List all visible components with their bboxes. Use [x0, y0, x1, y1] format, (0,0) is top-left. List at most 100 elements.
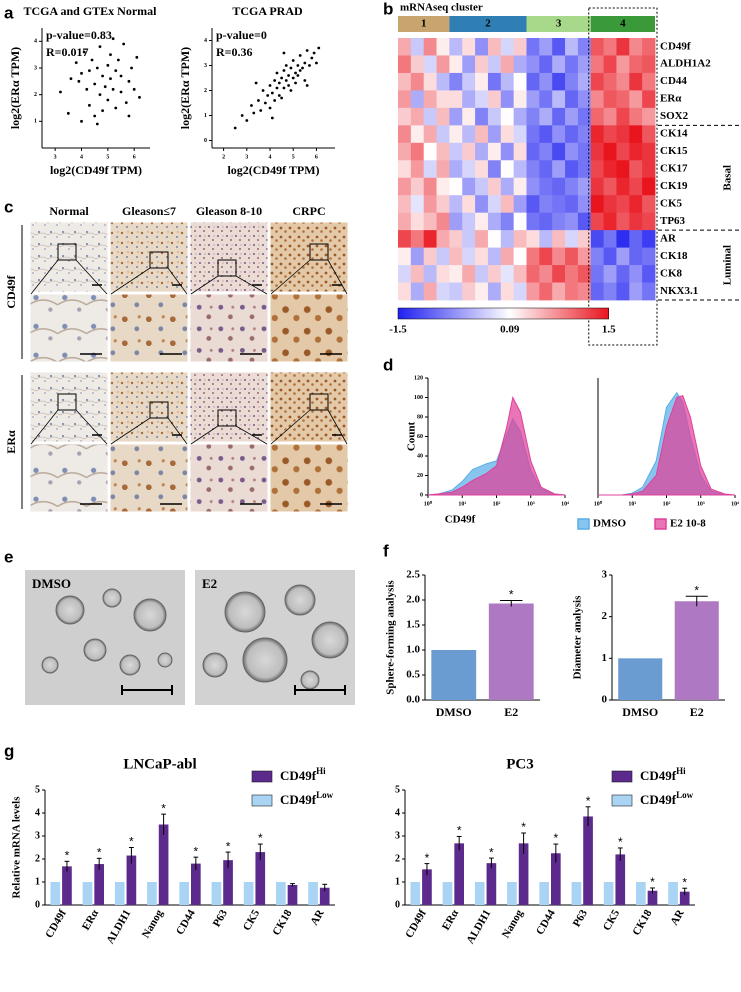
inset-box [309, 393, 329, 411]
heatmap-cell [423, 38, 437, 56]
heatmap-cell [577, 212, 592, 231]
significance: * [226, 839, 231, 853]
x-tick-label: 5 [292, 154, 295, 160]
heatmap-cell [487, 160, 502, 179]
significance: * [161, 801, 166, 815]
legend-superscript: Low [676, 790, 694, 800]
bar [308, 882, 318, 905]
y-axis-label: Diameter analysis [572, 595, 584, 680]
x-tick-label: Nanog [140, 907, 166, 940]
colorbar-tick-label: 0.09 [500, 324, 520, 336]
micrograph [189, 293, 269, 363]
x-tick-label: ALDH1 [464, 908, 493, 946]
bar [319, 887, 330, 905]
heatmap-cell [616, 90, 630, 109]
point [250, 104, 253, 107]
heatmap-cell [487, 38, 502, 56]
heatmap-cell [436, 125, 450, 144]
heatmap-cell [462, 90, 476, 109]
point [301, 66, 304, 70]
heatmap-cell [603, 177, 617, 196]
heatmap-cell [513, 72, 527, 91]
point [111, 37, 115, 41]
heatmap-cell [629, 230, 643, 248]
heatmap-cell [398, 142, 412, 161]
heatmap-cell [565, 195, 579, 214]
bar [647, 890, 658, 905]
inset-line [270, 409, 311, 445]
heatmap-cell [449, 38, 463, 56]
micrograph [109, 293, 189, 363]
heatmap-cell [398, 177, 412, 196]
heatmap-cell [423, 125, 437, 144]
significance: * [553, 831, 558, 845]
panel-label: c [4, 197, 13, 216]
heatmap-cell [500, 265, 515, 283]
heatmap-cell [487, 195, 502, 214]
colorbar-tick-label: 1.5 [602, 324, 616, 336]
x-tick-label: DMSO [622, 705, 658, 719]
heatmap-cell [526, 282, 540, 301]
y-tick-label: 0 [35, 899, 40, 910]
y-tick-label: 0.5 [406, 669, 420, 681]
heatmap-cell [590, 72, 604, 91]
heatmap-cell [513, 38, 527, 56]
heatmap-cell [552, 107, 566, 126]
heatmap-cell [629, 107, 643, 126]
heatmap-cell [410, 160, 425, 179]
row-label: CK17 [660, 163, 688, 175]
y-tick-label: 0 [395, 899, 400, 910]
inset-line [167, 417, 188, 445]
bar [679, 891, 690, 905]
y-tick-label: 120 [414, 375, 423, 381]
heatmap-cell [552, 72, 566, 91]
point [270, 116, 274, 120]
heatmap-cell [590, 177, 604, 196]
inset-box [217, 409, 237, 427]
significance: * [682, 875, 687, 889]
micrograph [29, 371, 109, 443]
heatmap-cell [475, 125, 489, 144]
inset-line [327, 259, 348, 295]
heatmap-cell [590, 160, 604, 179]
bar [442, 882, 453, 905]
heatmap-cell [423, 107, 437, 126]
y-tick-label: 2 [395, 853, 400, 864]
heatmap-cell [526, 230, 540, 248]
heatmap-cell [526, 265, 540, 283]
heatmap-cell [487, 177, 502, 196]
heatmap-cell [500, 55, 515, 74]
x-tick-label: 10² [493, 501, 501, 507]
significance: * [258, 831, 263, 845]
heatmap-cell [616, 212, 630, 231]
heatmap-cell [642, 230, 656, 248]
panel-label: e [4, 547, 13, 566]
heatmap-cell [539, 38, 553, 56]
heatmap-cell [590, 265, 604, 283]
heatmap-cell [642, 55, 656, 74]
x-tick-label: 4 [80, 154, 83, 160]
heatmap-cell [462, 230, 476, 248]
sphere [55, 595, 85, 625]
heatmap-cell [462, 160, 476, 179]
heatmap-cell [590, 38, 604, 56]
heatmap-cell [603, 125, 617, 144]
heatmap-cell [642, 177, 656, 196]
heatmap-cell [603, 72, 617, 91]
bar [255, 852, 266, 905]
heatmap-cell [449, 107, 463, 126]
heatmap-cell [487, 90, 502, 109]
heatmap-cell [410, 107, 425, 126]
legend-superscript: Hi [316, 766, 326, 776]
bar [583, 816, 593, 905]
heatmap-cell [552, 38, 566, 56]
bar [276, 882, 286, 905]
heatmap-cell [423, 212, 437, 231]
heatmap-cell [500, 107, 515, 126]
micrograph [189, 443, 269, 513]
row-label: ALDH1A2 [660, 58, 711, 70]
point [95, 66, 99, 70]
point [101, 74, 104, 78]
y-tick-label: 40 [417, 453, 423, 459]
